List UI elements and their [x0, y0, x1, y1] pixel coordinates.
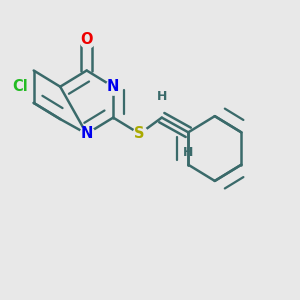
Text: S: S: [134, 126, 145, 141]
Text: Cl: Cl: [13, 79, 28, 94]
Text: N: N: [107, 79, 119, 94]
Text: O: O: [80, 32, 93, 47]
Text: N: N: [80, 126, 93, 141]
Text: H: H: [157, 91, 167, 103]
Text: H: H: [183, 146, 194, 159]
